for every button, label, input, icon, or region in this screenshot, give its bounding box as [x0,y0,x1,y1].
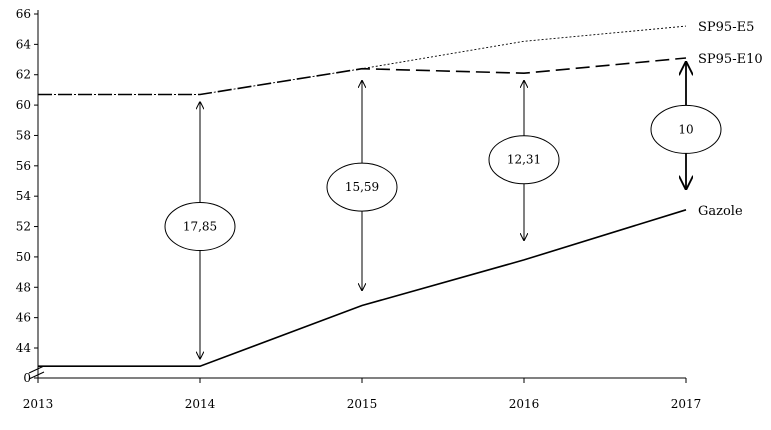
series-label-gazole: Gazole [698,204,743,219]
y-tick-label: 56 [16,159,31,173]
gap-label-text: 10 [678,122,693,136]
y-tick-label: 54 [16,189,32,203]
y-tick-label: 66 [16,7,31,21]
gap-label-ellipse [650,104,722,154]
y-tick-label: 64 [16,37,32,51]
y-tick-label: 50 [16,250,31,264]
y-axis-break-mark [28,365,45,374]
chart-annotations: 17,85 15,59 12,31 10 [164,63,722,359]
y-tick-label: 48 [16,280,31,294]
y-tick-label: 58 [16,128,31,142]
gap-label-ellipse [326,162,398,212]
y-tick-label: 52 [16,220,31,234]
gap-label-ellipse [488,135,560,185]
x-tick-label: 2014 [185,397,216,411]
x-tick-label: 2013 [23,397,54,411]
gap-label-ellipse [164,202,236,252]
series-label-sp95-e10: SP95-E10 [698,52,763,67]
y-tick-label: 44 [16,341,32,355]
y-axis-break-mark [28,371,45,380]
gap-label-text: 12,31 [507,153,541,167]
gap-label-text: 15,59 [345,180,379,194]
x-tick-label: 2017 [671,397,702,411]
chart-series: SP95-E5 SP95-E10 Gazole [38,20,763,368]
series-line-sp95-e10 [38,57,687,96]
x-tick-label: 2016 [509,397,540,411]
y-tick-label: 46 [16,311,31,325]
series-line-gazole [38,209,687,368]
gap-label-text: 17,85 [183,220,217,234]
x-tick-label: 2015 [347,397,378,411]
y-tick-label: 62 [16,68,31,82]
chart-axes: 0 44 46 48 50 52 54 56 58 60 62 64 66 2013 2014 2015 201… [16,7,702,411]
y-tick-label: 0 [23,371,31,385]
y-tick-label: 60 [16,98,31,112]
series-label-sp95-e5: SP95-E5 [698,20,754,35]
